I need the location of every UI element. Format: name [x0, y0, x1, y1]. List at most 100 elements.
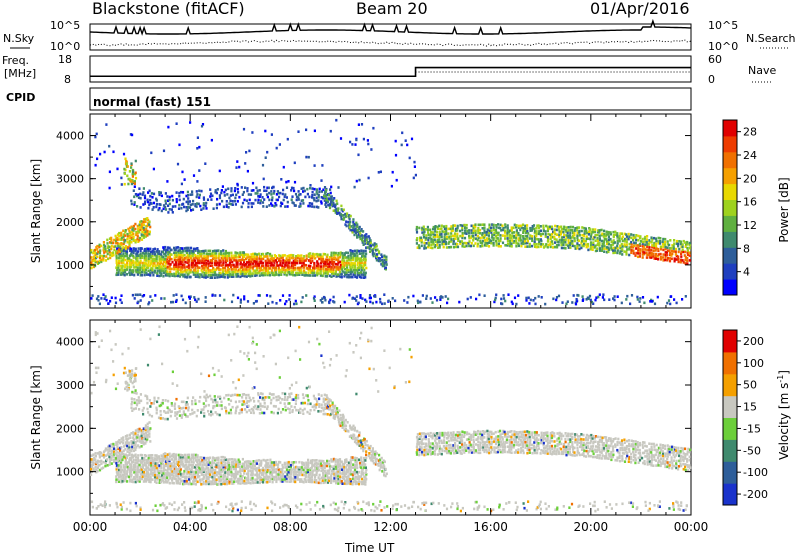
data-cell — [366, 139, 369, 142]
data-cell — [173, 462, 176, 466]
data-cell — [118, 231, 121, 235]
data-cell — [237, 477, 240, 481]
data-cell — [497, 231, 500, 235]
data-cell — [362, 254, 365, 258]
data-cell — [232, 263, 235, 267]
data-cell — [289, 475, 292, 479]
data-cell — [185, 415, 188, 418]
data-cell — [126, 261, 129, 264]
data-cell — [252, 202, 255, 205]
data-cell — [132, 249, 135, 253]
data-cell — [134, 468, 137, 471]
data-cell — [130, 468, 133, 472]
data-cell — [429, 297, 432, 300]
data-cell — [287, 261, 290, 264]
data-cell — [330, 458, 333, 461]
data-cell — [292, 461, 295, 464]
data-cell — [105, 454, 108, 457]
data-cell — [434, 296, 437, 299]
data-cell — [650, 256, 653, 259]
data-cell — [545, 224, 548, 228]
data-cell — [198, 275, 201, 279]
data-cell — [169, 257, 172, 261]
data-cell — [117, 261, 120, 265]
data-cell — [358, 480, 361, 483]
data-cell — [539, 229, 543, 233]
data-cell — [214, 189, 217, 192]
data-cell — [122, 229, 125, 233]
data-cell — [203, 257, 206, 260]
data-cell — [252, 467, 255, 470]
data-cell — [461, 244, 464, 248]
data-cell — [504, 231, 507, 234]
data-cell — [190, 256, 193, 260]
data-cell — [265, 189, 268, 193]
data-cell — [653, 302, 657, 306]
data-cell — [474, 233, 477, 237]
data-cell — [350, 263, 353, 267]
data-cell — [526, 234, 529, 238]
data-cell — [355, 457, 358, 460]
data-cell — [552, 230, 555, 234]
data-cell — [279, 263, 282, 267]
data-cell — [230, 254, 233, 257]
data-cell — [164, 192, 167, 195]
data-cell — [126, 268, 129, 271]
data-cell — [137, 240, 140, 243]
data-cell — [154, 454, 157, 457]
data-cell — [145, 468, 148, 471]
data-cell — [94, 260, 97, 264]
data-cell — [601, 247, 604, 250]
freq-panel-frame — [89, 55, 692, 83]
data-cell — [144, 232, 147, 236]
data-cell — [171, 211, 174, 214]
data-cell — [192, 174, 196, 177]
data-cell — [432, 243, 435, 246]
data-cell — [360, 482, 363, 486]
data-cell — [563, 233, 566, 237]
data-cell — [254, 481, 257, 484]
data-cell — [171, 477, 174, 480]
data-cell — [351, 231, 354, 234]
data-cell — [128, 458, 131, 462]
data-cell — [351, 466, 354, 469]
data-cell — [319, 267, 322, 271]
data-cell — [625, 240, 628, 244]
data-cell — [461, 232, 464, 235]
data-cell — [121, 254, 124, 257]
data-cell — [158, 206, 161, 210]
data-cell — [474, 242, 477, 245]
data-cell — [364, 475, 367, 479]
data-cell — [95, 297, 99, 301]
data-cell — [134, 266, 137, 269]
data-cell — [355, 480, 358, 484]
data-cell — [207, 476, 210, 479]
data-cell — [634, 241, 637, 245]
data-cell — [170, 300, 173, 304]
data-cell — [680, 252, 683, 256]
data-cell — [553, 235, 556, 239]
data-cell — [245, 460, 248, 463]
data-cell — [336, 465, 339, 469]
data-cell — [234, 256, 237, 259]
data-cell — [224, 271, 227, 274]
data-cell — [524, 231, 527, 234]
data-cell — [209, 461, 212, 464]
data-cell — [607, 230, 610, 234]
data-cell — [187, 205, 190, 209]
data-cell — [598, 229, 601, 232]
data-cell — [616, 239, 619, 242]
data-cell — [316, 269, 319, 273]
data-cell — [160, 194, 163, 198]
data-cell — [377, 257, 380, 260]
data-cell — [271, 266, 274, 269]
data-cell — [481, 233, 484, 237]
data-cell — [120, 243, 123, 247]
data-cell — [119, 245, 122, 248]
data-cell — [126, 434, 129, 437]
data-cell — [115, 470, 118, 474]
data-cell — [438, 224, 441, 228]
data-cell — [108, 446, 111, 450]
data-cell — [126, 240, 129, 244]
data-cell — [155, 202, 158, 206]
